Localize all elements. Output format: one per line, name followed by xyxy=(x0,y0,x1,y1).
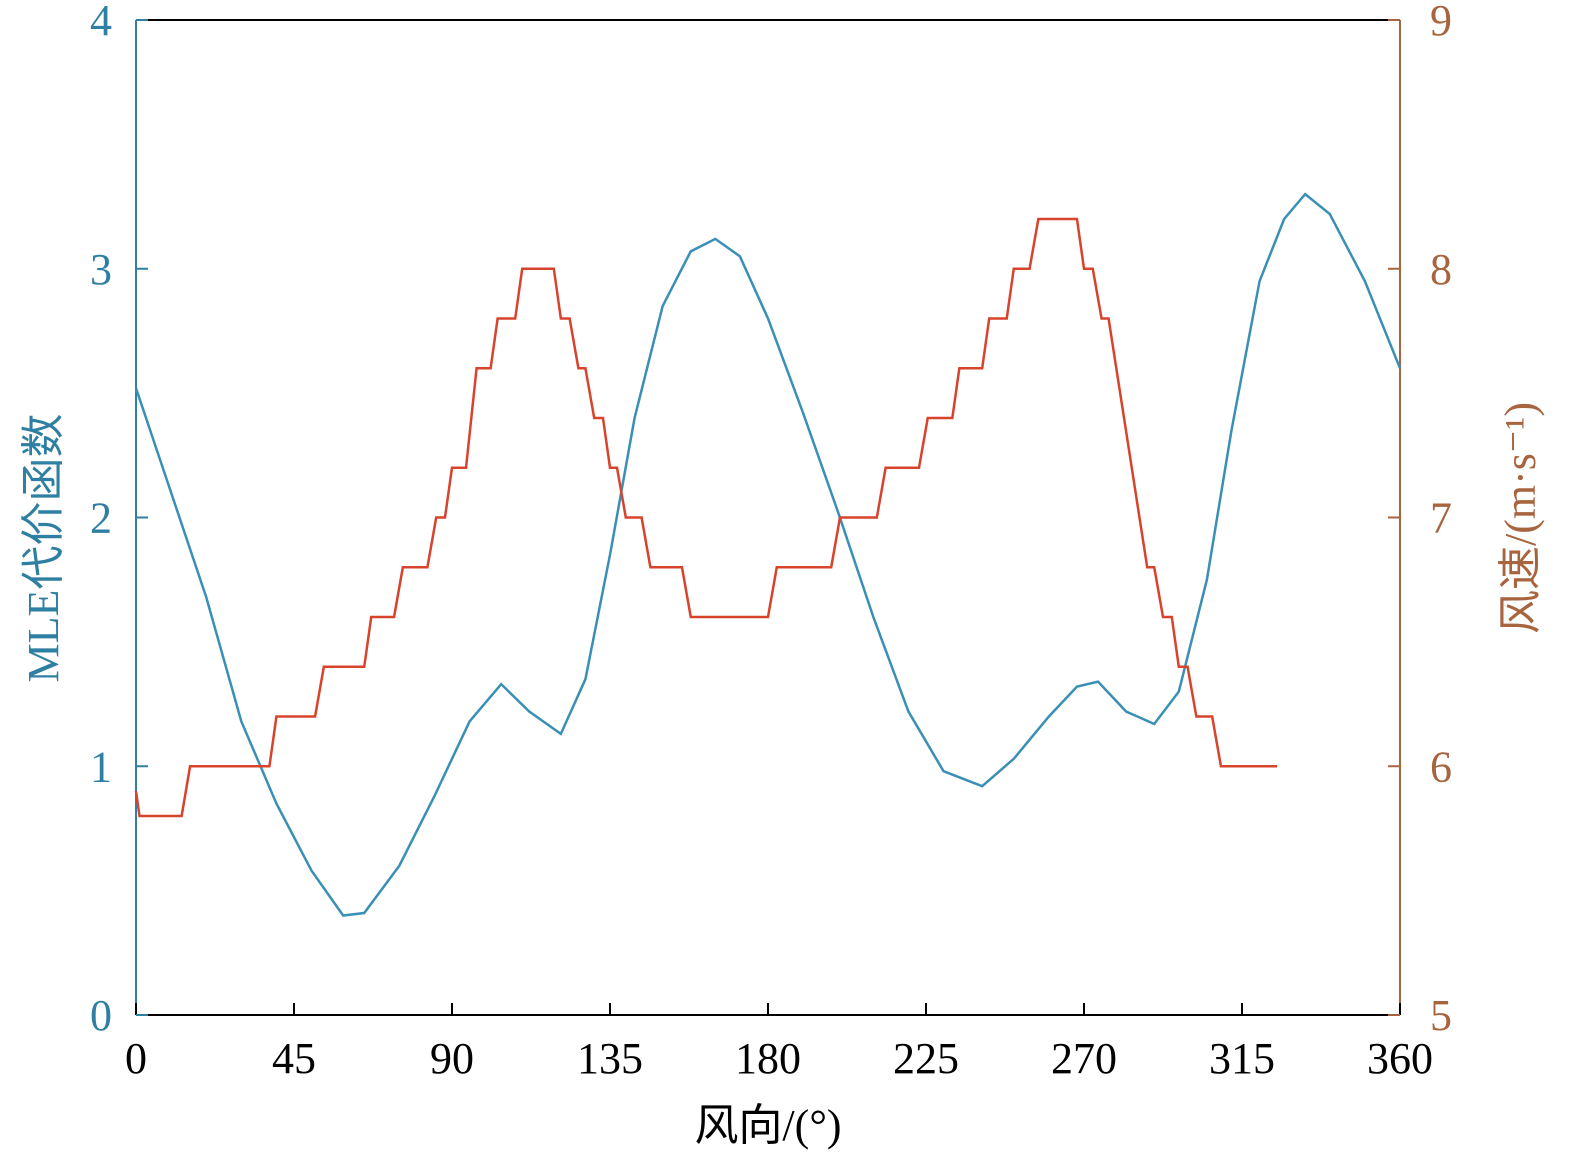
x-tick-label: 0 xyxy=(125,1034,147,1083)
y-tick-label: 1 xyxy=(90,742,112,791)
x-tick-label: 270 xyxy=(1051,1034,1117,1083)
x-tick-label: 135 xyxy=(577,1034,643,1083)
x-tick-label: 360 xyxy=(1367,1034,1433,1083)
x-axis-label: 风向/(°) xyxy=(694,1101,841,1150)
y2-tick-label: 7 xyxy=(1430,494,1452,543)
x-tick-label: 90 xyxy=(430,1034,474,1083)
x-tick-label: 315 xyxy=(1209,1034,1275,1083)
series-line xyxy=(134,192,1402,917)
y-tick-label: 3 xyxy=(90,245,112,294)
y2-tick-label: 5 xyxy=(1430,991,1452,1040)
y2-axis-label: 风速/(m·s⁻¹) xyxy=(1496,402,1545,634)
y2-tick-label: 9 xyxy=(1430,0,1452,45)
x-tick-label: 225 xyxy=(893,1034,959,1083)
y2-tick-label: 8 xyxy=(1430,245,1452,294)
y2-tick-label: 6 xyxy=(1430,742,1452,791)
y-axis-label: MLE代价函数 xyxy=(19,414,68,683)
y-tick-label: 4 xyxy=(90,0,112,45)
y-tick-label: 0 xyxy=(90,991,112,1040)
y-tick-label: 2 xyxy=(90,494,112,543)
series-line xyxy=(134,217,1278,818)
x-tick-label: 180 xyxy=(735,1034,801,1083)
x-tick-label: 45 xyxy=(272,1034,316,1083)
